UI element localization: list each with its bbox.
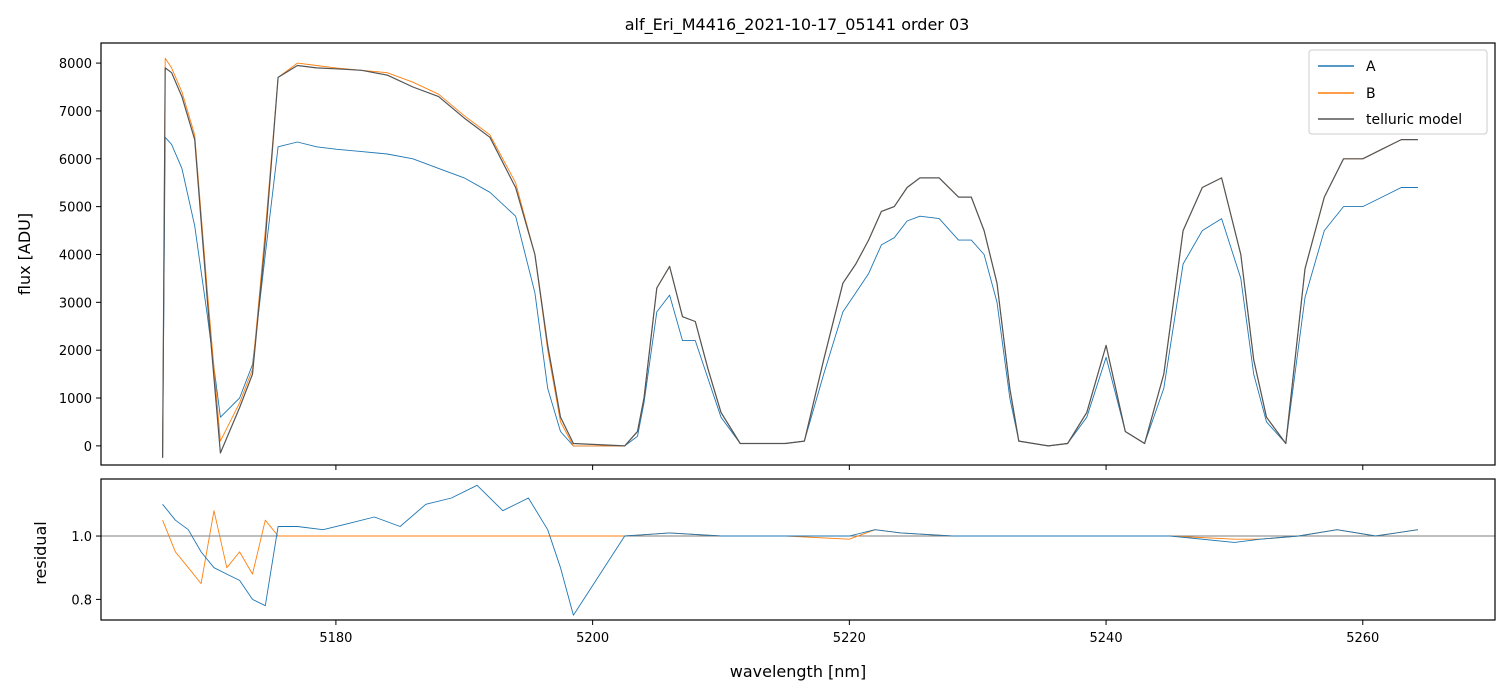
bottom-y-axis-label: residual [31,521,50,584]
top-series-group [162,57,1418,458]
top-y-tick-label: 1000 [59,392,92,407]
legend-label-model: telluric model [1366,112,1462,128]
top-y-tick-label: 5000 [59,201,92,216]
top-y-tick-label: 4000 [59,248,92,263]
bottom-y-tick-label: 1.0 [71,530,92,545]
bottom-y-ticks: 0.8 1.0 [71,530,101,608]
bottom-x-ticks: 5180 5200 5220 5240 5260 [319,620,1379,646]
top-panel: 0 1000 2000 3000 4000 5000 6000 7000 8000 flux [… [15,42,1496,470]
series-line-a [162,136,1418,458]
bottom-x-tick-label: 5240 [1090,631,1123,646]
top-y-tick-label: 3000 [59,296,92,311]
residual-line-a [162,484,1419,616]
bottom-series-group [101,484,1495,616]
series-line-telluric-model [162,64,1418,458]
top-y-tick-label: 7000 [59,105,92,120]
top-y-tick-label: 8000 [59,57,92,72]
top-y-ticks: 0 1000 2000 3000 4000 5000 6000 7000 8000 [59,57,101,455]
top-y-tick-label: 6000 [59,153,92,168]
bottom-y-tick-label: 0.8 [71,593,92,608]
legend-box [1308,49,1488,135]
legend-label-a: A [1366,59,1376,75]
top-x-ticks [335,465,1364,470]
bottom-x-tick-label: 5220 [833,631,866,646]
residual-line-b [162,510,1419,585]
legend: A B telluric model [1308,49,1488,135]
bottom-x-tick-label: 5180 [319,631,352,646]
x-axis-label: wavelength [nm] [730,662,867,681]
top-y-tick-label: 0 [84,440,92,455]
bottom-axes-frame [100,478,1496,621]
chart-title: alf_Eri_M4416_2021-10-17_05141 order 03 [625,15,970,35]
top-y-tick-label: 2000 [59,344,92,359]
top-axes-frame [100,42,1496,466]
bottom-x-tick-label: 5200 [576,631,609,646]
top-y-axis-label: flux [ADU] [15,213,34,295]
bottom-x-tick-label: 5260 [1346,631,1379,646]
legend-label-b: B [1366,86,1376,102]
series-line-b [162,57,1418,458]
bottom-panel: 0.8 1.0 5180 5200 5220 5240 5260 residual wav… [31,478,1496,681]
